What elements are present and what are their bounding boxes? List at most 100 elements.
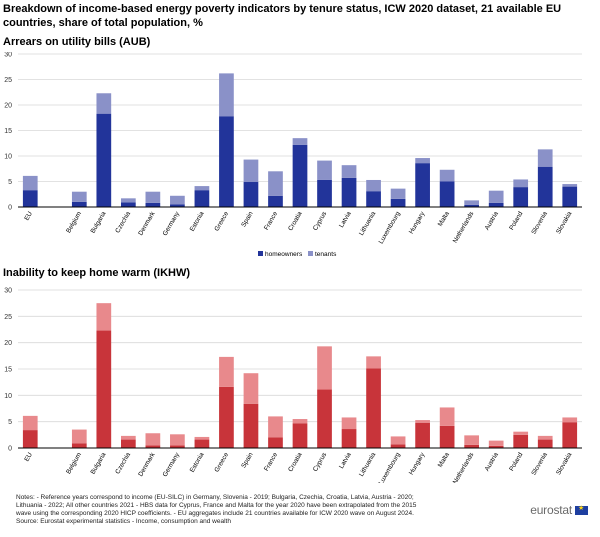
y-tick-label: 15 bbox=[4, 128, 12, 135]
x-tick-label: Bulgaria bbox=[90, 451, 108, 475]
bar-tenants bbox=[71, 429, 87, 444]
y-tick-label: 20 bbox=[4, 340, 12, 347]
bar-homeowners bbox=[439, 181, 455, 207]
bar-tenants bbox=[194, 186, 210, 191]
bar-homeowners bbox=[243, 403, 259, 448]
bar-tenants bbox=[513, 431, 529, 435]
logo-text: eurostat bbox=[530, 503, 572, 517]
bar-homeowners bbox=[71, 201, 87, 207]
bar-tenants bbox=[292, 419, 308, 424]
x-tick-label: EU bbox=[23, 210, 34, 222]
bar-tenants bbox=[390, 436, 406, 445]
bar-tenants bbox=[341, 165, 357, 178]
bar-homeowners bbox=[268, 437, 283, 448]
x-tick-label: EU bbox=[23, 451, 34, 463]
y-tick-label: 25 bbox=[4, 314, 12, 321]
bar-homeowners bbox=[439, 425, 455, 448]
x-tick-label: Spain bbox=[240, 451, 255, 469]
chart1-title: Arrears on utility bills (AUB) bbox=[3, 36, 151, 48]
x-tick-label: Czechia bbox=[114, 451, 132, 475]
bar-tenants bbox=[219, 356, 234, 387]
bar-tenants bbox=[488, 440, 504, 446]
x-tick-label: Slovenia bbox=[530, 451, 549, 476]
bar-homeowners bbox=[71, 443, 87, 448]
bar-homeowners bbox=[268, 195, 283, 207]
x-tick-label: Lithuania bbox=[358, 210, 377, 237]
x-tick-label: Slovakia bbox=[555, 451, 574, 476]
x-tick-label: Denmark bbox=[137, 451, 157, 478]
bar-tenants bbox=[292, 138, 308, 145]
x-tick-label: Belgium bbox=[65, 211, 83, 235]
bar-tenants bbox=[71, 191, 87, 202]
x-tick-label: Malta bbox=[437, 210, 451, 228]
bar-tenants bbox=[464, 435, 480, 445]
y-tick-label: 5 bbox=[8, 419, 12, 426]
chart2-title: Inability to keep home warm (IKHW) bbox=[3, 267, 191, 279]
bar-homeowners bbox=[366, 368, 381, 448]
legend-label-homeowners: homeowners bbox=[265, 251, 303, 258]
y-tick-label: 0 bbox=[8, 205, 12, 212]
bar-tenants bbox=[170, 195, 185, 205]
y-tick-label: 20 bbox=[4, 103, 12, 110]
x-tick-label: Greece bbox=[213, 451, 230, 473]
bar-tenants bbox=[390, 188, 406, 199]
bar-homeowners bbox=[145, 445, 161, 448]
x-tick-label: France bbox=[263, 451, 279, 472]
bar-tenants bbox=[317, 346, 332, 390]
y-tick-label: 15 bbox=[4, 367, 12, 374]
x-tick-label: Hungary bbox=[408, 210, 427, 235]
bar-tenants bbox=[562, 184, 578, 187]
x-tick-label: Netherlands bbox=[452, 451, 476, 483]
bar-tenants bbox=[415, 420, 430, 423]
x-tick-label: Slovakia bbox=[555, 210, 574, 235]
note-line-2: Lithuania - 2022; All other countries 20… bbox=[16, 502, 417, 509]
bar-homeowners bbox=[390, 198, 406, 207]
y-tick-label: 30 bbox=[4, 288, 12, 295]
x-tick-label: Lithuania bbox=[358, 451, 377, 478]
bar-tenants bbox=[22, 175, 38, 191]
bar-homeowners bbox=[537, 166, 553, 207]
bar-tenants bbox=[120, 198, 136, 203]
bar-homeowners bbox=[243, 182, 259, 207]
x-tick-label: Poland bbox=[508, 210, 524, 231]
x-tick-label: Netherlands bbox=[452, 210, 476, 245]
x-tick-label: Cyprus bbox=[312, 451, 329, 473]
bar-tenants bbox=[145, 191, 161, 203]
x-tick-label: Austria bbox=[484, 451, 500, 472]
bar-homeowners bbox=[194, 439, 210, 448]
bar-tenants bbox=[366, 179, 381, 192]
x-tick-label: Germany bbox=[162, 451, 182, 478]
aub-chart: 0 5 10 15 20 25 30 EU Belgium Bulgaria Czechia Denm… bbox=[4, 52, 582, 258]
bar-tenants bbox=[317, 160, 332, 180]
y-tick-label: 0 bbox=[8, 446, 12, 453]
x-tick-label: Estonia bbox=[189, 451, 206, 474]
x-tick-label: Bulgaria bbox=[90, 210, 108, 234]
x-tick-label: Austria bbox=[484, 210, 500, 231]
legend-swatch-tenants bbox=[308, 251, 313, 256]
bar-homeowners bbox=[120, 202, 136, 207]
x-tick-label: Denmark bbox=[137, 210, 157, 237]
bar-tenants bbox=[120, 435, 136, 440]
bar-tenants bbox=[96, 93, 112, 114]
bar-tenants bbox=[366, 356, 381, 369]
bar-tenants bbox=[194, 436, 210, 440]
x-tick-label: Latvia bbox=[338, 210, 353, 229]
y-tick-label: 30 bbox=[4, 52, 12, 59]
bar-homeowners bbox=[219, 386, 234, 448]
bar-homeowners bbox=[120, 439, 136, 448]
bar-homeowners bbox=[464, 444, 480, 448]
bar-tenants bbox=[341, 417, 357, 430]
ikhw-chart: 0 5 10 15 20 25 30 EU Belgium Bulgaria Czechia Denm… bbox=[4, 288, 582, 483]
bar-tenants bbox=[537, 149, 553, 167]
bar-homeowners bbox=[170, 204, 185, 207]
bar-homeowners bbox=[341, 429, 357, 448]
y-tick-label: 10 bbox=[4, 393, 12, 400]
x-tick-label: Croatia bbox=[287, 210, 304, 232]
x-tick-label: Slovenia bbox=[530, 210, 549, 235]
bar-homeowners bbox=[390, 444, 406, 448]
bar-homeowners bbox=[341, 177, 357, 207]
y-tick-label: 5 bbox=[8, 179, 12, 186]
bar-homeowners bbox=[292, 423, 308, 448]
bar-tenants bbox=[537, 435, 553, 440]
bar-homeowners bbox=[513, 434, 529, 448]
